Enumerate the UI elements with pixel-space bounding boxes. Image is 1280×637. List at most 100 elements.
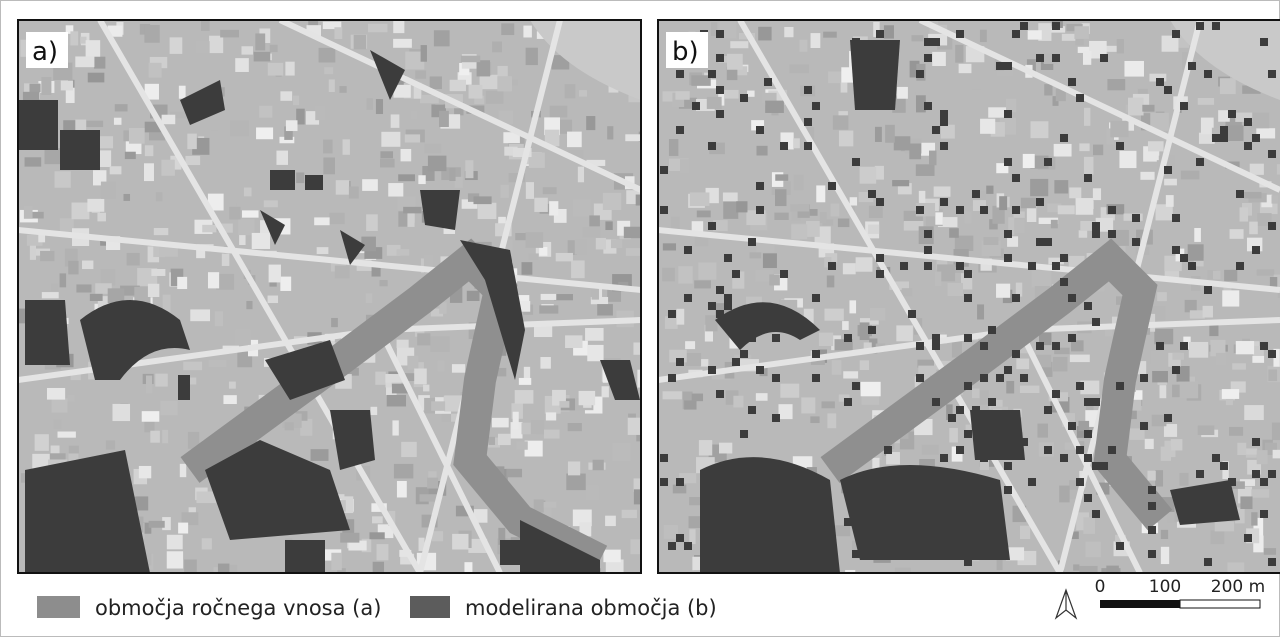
- model-cell: [1084, 398, 1092, 406]
- model-cell: [764, 78, 772, 86]
- texture: [860, 360, 869, 370]
- texture: [177, 277, 187, 289]
- texture: [87, 199, 104, 212]
- model-cell: [812, 102, 820, 110]
- texture: [464, 562, 472, 573]
- texture: [465, 160, 473, 178]
- model-cell: [1044, 446, 1052, 454]
- model-cell: [1180, 254, 1188, 262]
- texture: [145, 145, 153, 156]
- texture: [838, 219, 849, 228]
- texture: [1145, 439, 1154, 449]
- texture: [407, 356, 418, 370]
- texture: [1076, 198, 1094, 215]
- texture: [977, 304, 984, 319]
- texture: [823, 32, 837, 38]
- texture: [949, 228, 959, 238]
- model-cell: [1116, 142, 1124, 150]
- model-cell: [772, 374, 780, 382]
- texture: [1251, 489, 1269, 497]
- model-cell: [740, 94, 748, 102]
- texture: [127, 253, 140, 266]
- texture: [870, 308, 885, 320]
- texture: [438, 360, 445, 371]
- texture: [254, 52, 271, 62]
- texture: [1166, 195, 1174, 207]
- texture: [40, 251, 54, 261]
- texture: [418, 175, 425, 184]
- model-cell: [892, 510, 900, 518]
- model-cell: [1268, 470, 1276, 478]
- texture: [526, 48, 538, 65]
- texture: [1215, 521, 1234, 531]
- texture: [432, 531, 443, 541]
- texture: [676, 309, 684, 325]
- scale-label: 100: [1149, 577, 1181, 597]
- texture: [1201, 118, 1214, 135]
- model-cell: [868, 326, 876, 334]
- texture: [1069, 187, 1081, 198]
- texture: [431, 401, 445, 410]
- model-cell: [932, 334, 940, 342]
- model-cell: [916, 70, 924, 78]
- texture: [1105, 329, 1113, 336]
- texture: [259, 106, 272, 118]
- texture: [449, 168, 455, 181]
- texture: [160, 401, 177, 415]
- texture: [516, 441, 528, 449]
- texture: [60, 218, 74, 231]
- texture: [401, 149, 412, 161]
- texture: [115, 104, 128, 111]
- model-cell: [884, 550, 892, 558]
- model-cell: [780, 270, 788, 278]
- texture: [524, 367, 530, 380]
- texture: [685, 341, 695, 349]
- texture: [1230, 229, 1244, 239]
- texture: [144, 25, 159, 43]
- texture: [611, 240, 622, 249]
- texture: [884, 25, 894, 38]
- model-cell: [716, 86, 724, 94]
- texture: [1053, 357, 1067, 372]
- texture: [1272, 422, 1280, 440]
- texture: [80, 37, 86, 44]
- model-cell: [1036, 198, 1044, 206]
- model-cell: [1140, 374, 1148, 382]
- model-cell: [1108, 230, 1116, 238]
- model-cell: [1036, 342, 1044, 350]
- model-cell: [964, 294, 972, 302]
- texture: [236, 330, 251, 345]
- model-cell: [980, 342, 988, 350]
- texture: [340, 533, 359, 543]
- texture: [1244, 405, 1264, 420]
- model-cell: [1220, 462, 1228, 470]
- model-cell: [708, 302, 716, 310]
- texture: [1016, 359, 1029, 370]
- model-cell: [804, 118, 812, 126]
- texture: [1093, 145, 1103, 156]
- model-cell: [980, 454, 988, 462]
- texture: [331, 318, 338, 327]
- texture: [70, 31, 78, 45]
- model-cell: [924, 230, 932, 238]
- texture: [1093, 188, 1101, 200]
- texture: [1078, 421, 1089, 431]
- texture: [1251, 512, 1257, 525]
- texture: [806, 221, 820, 237]
- texture: [568, 461, 580, 475]
- texture: [497, 76, 512, 91]
- texture: [336, 180, 350, 194]
- texture: [185, 156, 200, 165]
- texture: [587, 345, 603, 361]
- model-cell: [1268, 150, 1276, 158]
- model-cell: [1004, 366, 1012, 374]
- model-cell: [932, 518, 940, 526]
- model-cell: [1028, 478, 1036, 486]
- texture: [1006, 381, 1014, 393]
- texture: [110, 166, 122, 174]
- texture: [405, 134, 420, 142]
- texture: [565, 84, 576, 98]
- texture: [833, 115, 848, 129]
- texture: [506, 469, 522, 477]
- texture: [841, 83, 848, 93]
